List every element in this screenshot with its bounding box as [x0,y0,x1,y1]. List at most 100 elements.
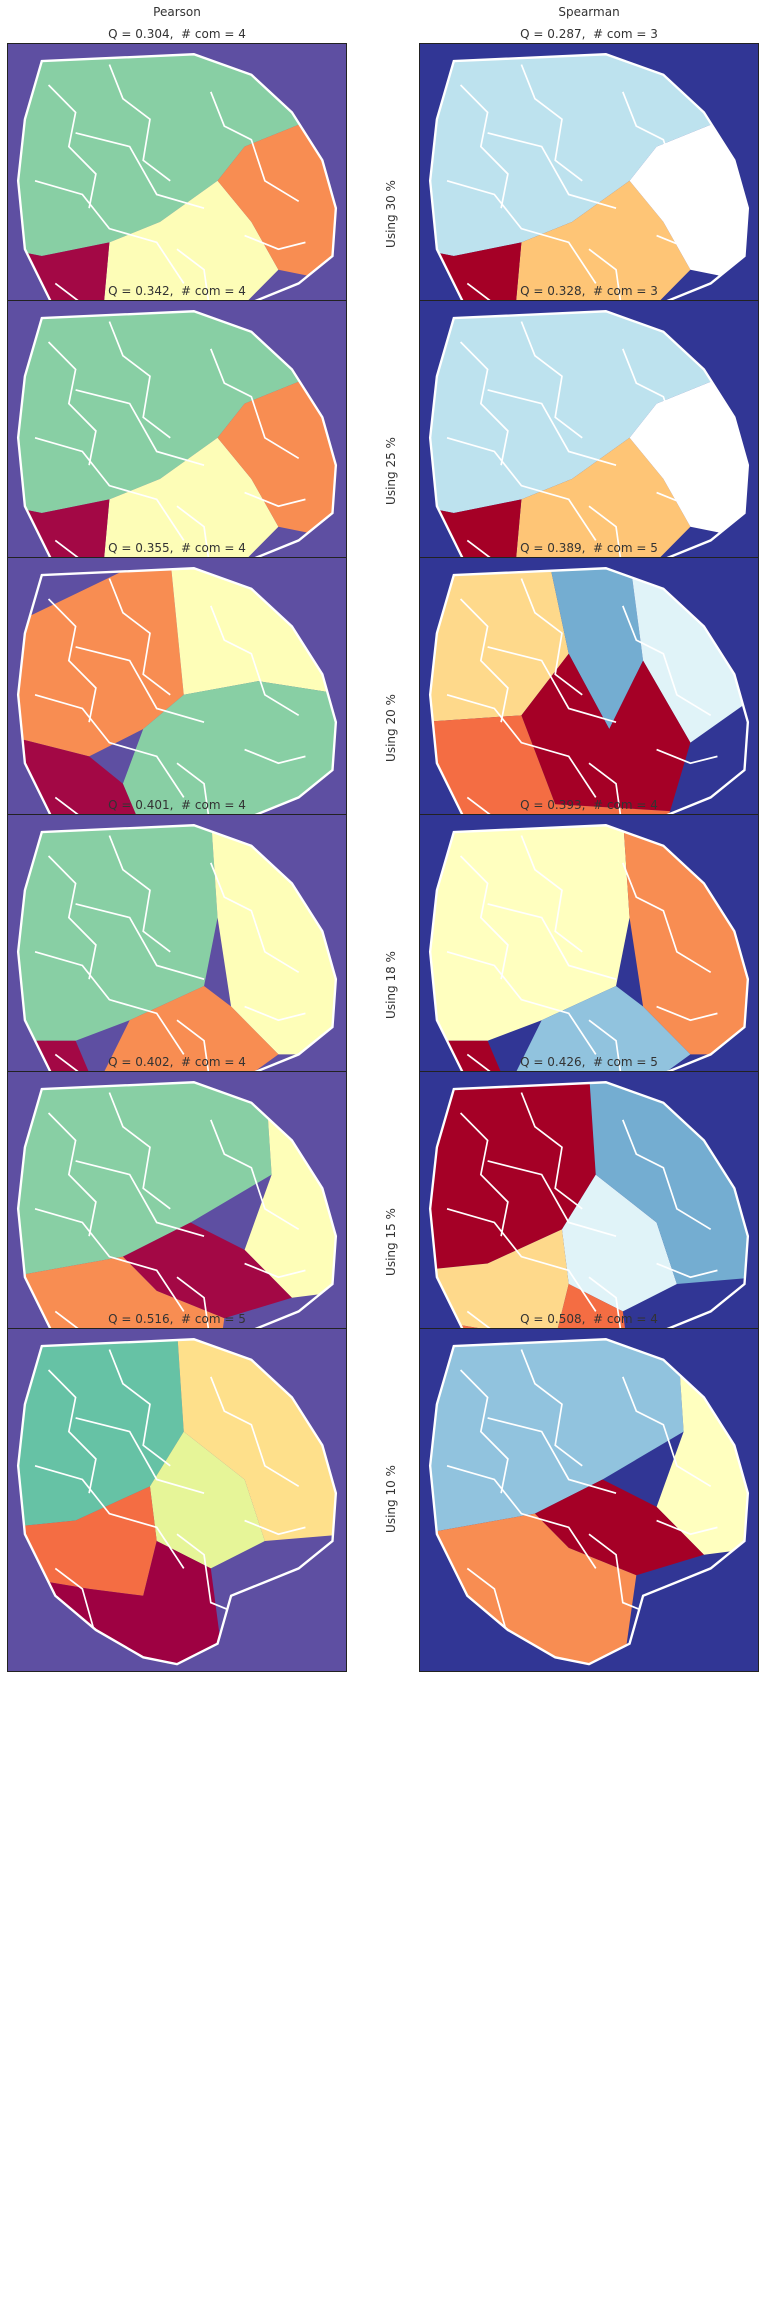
parcel-boundary [75,1160,205,1237]
panel-title-pearson: Q = 0.342, # com = 4 [108,284,246,298]
parcel-boundary [520,578,583,696]
parcel-boundary [656,234,718,251]
panel-title-spearman: Q = 0.287, # com = 3 [520,27,658,41]
parcel-boundary [656,1262,718,1279]
parcel-boundary [459,855,509,980]
community-region [430,1229,569,1339]
parcel-boundary [446,436,597,541]
panel-title-pearson: Q = 0.401, # com = 4 [108,798,246,812]
parcel-boundary [487,1160,617,1237]
panel-title-pearson: Q = 0.355, # com = 4 [108,541,246,555]
row-label: Using 30 % [384,180,398,248]
parcel-boundary [108,64,171,182]
parcel-boundary [75,1417,205,1494]
parcel-boundary [656,748,718,765]
community-region [629,362,748,541]
parcel-boundary [244,1262,306,1279]
community-region [430,825,630,1041]
row-label: Using 20 % [384,694,398,762]
parcel-boundary [34,1207,185,1312]
panel-title-spearman: Q = 0.389, # com = 5 [520,541,658,555]
parcel-boundary [446,179,597,284]
parcel-boundary [520,835,583,953]
parcel-boundary [108,321,171,439]
panel-title-spearman: Q = 0.426, # com = 5 [520,1055,658,1069]
parcel-boundary [210,605,300,717]
brain-map [420,1329,758,1671]
community-region [18,568,184,757]
parcel-boundary [108,1349,171,1467]
parcel-boundary [656,1519,718,1536]
brain-outline [16,1338,338,1666]
parcellation-panel-pearson [7,1328,347,1672]
community-region [18,54,336,257]
parcel-boundary [75,132,205,209]
parcel-boundary [244,491,306,508]
parcel-boundary [34,693,185,798]
parcel-boundary [47,855,97,980]
parcel-boundary [34,179,185,284]
community-region [430,54,748,257]
community-region [430,568,569,723]
parcel-boundary [622,91,712,203]
parcel-boundary [75,389,205,466]
panel-title-pearson: Q = 0.402, # com = 4 [108,1055,246,1069]
parcel-boundary [75,903,205,980]
brain-map [8,815,346,1157]
row-label: Using 18 % [384,951,398,1019]
row-label: Using 10 % [384,1465,398,1533]
parcel-boundary [34,950,185,1055]
community-region [149,1431,265,1569]
parcel-boundary [210,1119,300,1231]
parcel-boundary [47,84,97,209]
parcel-boundary [244,1005,306,1022]
parcel-boundary [487,389,617,466]
parcel-boundary [459,84,509,209]
parcel-boundary [210,862,300,974]
parcel-boundary [34,436,185,541]
community-region [18,1486,157,1596]
community-region [18,1339,184,1528]
panel-title-spearman: Q = 0.328, # com = 3 [520,284,658,298]
parcel-boundary [487,646,617,723]
parcel-boundary [47,341,97,466]
parcel-boundary [466,1567,509,1638]
parcel-boundary [108,578,171,696]
parcel-boundary [487,132,617,209]
parcel-boundary [446,950,597,1055]
parcel-boundary [520,1092,583,1210]
parcellation-panel-pearson [7,814,347,1158]
panel-title-pearson: Q = 0.304, # com = 4 [108,27,246,41]
community-region [561,1174,677,1312]
row-label: Using 15 % [384,1208,398,1276]
parcel-boundary [54,1567,97,1638]
parcel-boundary [459,1112,509,1237]
parcel-boundary [34,1464,185,1569]
parcel-boundary [459,1369,509,1494]
community-region [18,1082,272,1278]
parcel-boundary [520,64,583,182]
parcel-boundary [622,348,712,460]
parcel-boundary [459,341,509,466]
community-region [430,1082,596,1271]
community-region [629,105,748,284]
parcel-boundary [244,1519,306,1536]
parcel-boundary [446,1464,597,1569]
parcel-boundary [244,748,306,765]
community-region [430,311,748,514]
brain-outline [428,1338,750,1666]
parcel-boundary [622,1119,712,1231]
community-region [217,105,336,284]
community-region [548,568,644,729]
parcel-boundary [446,693,597,798]
community-region [217,362,336,541]
parcel-boundary [487,1417,617,1494]
brain-map [8,1329,346,1671]
parcel-boundary [622,1376,712,1488]
parcel-boundary [656,491,718,508]
parcel-boundary [47,598,97,723]
parcel-boundary [520,321,583,439]
parcel-boundary [47,1112,97,1237]
community-region [18,825,218,1041]
panel-title-pearson: Q = 0.516, # com = 5 [108,1312,246,1326]
